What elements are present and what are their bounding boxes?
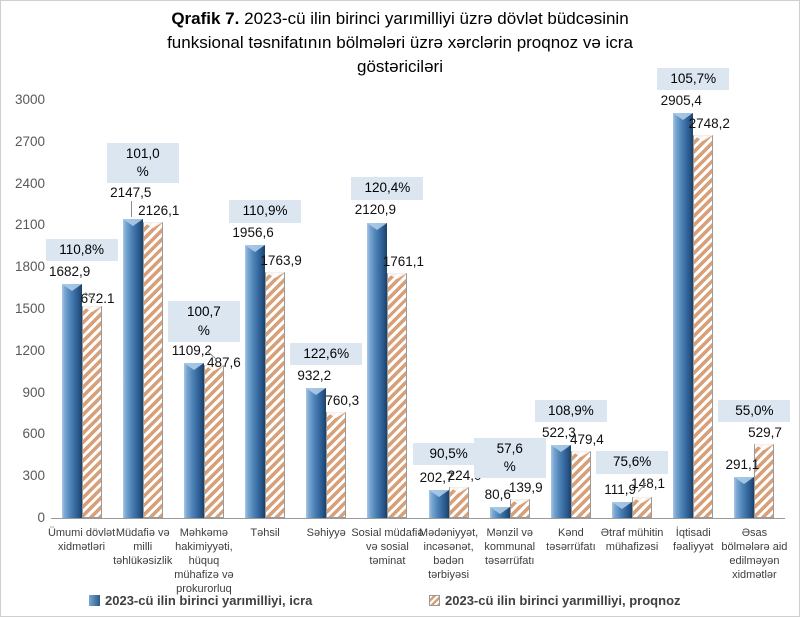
- icra-value-label: 111,9: [604, 482, 636, 498]
- percent-badge: 90,5%: [412, 442, 485, 465]
- category-label: Əsas bölmələrə aid edilməyən xidmətlər: [721, 527, 788, 582]
- proqnoz-bar: [632, 497, 653, 518]
- y-axis-tick: 2400: [14, 175, 45, 191]
- legend-label-icra: 2023-cü ilin birinci yarımilliyi, icra: [105, 592, 313, 608]
- legend-swatch-icra: [89, 594, 100, 606]
- proqnoz-value-label: 760,3: [325, 393, 360, 409]
- icra-bar: [489, 506, 510, 518]
- proqnoz-value-label: 2126,1: [138, 202, 180, 218]
- category-label: Müdafiə və milli təhlükəsizlik: [113, 527, 173, 568]
- icra-value-label: 932,2: [297, 368, 332, 384]
- percent-badge: 55,0%: [718, 400, 791, 423]
- proqnoz-bar: [509, 498, 530, 518]
- proqnoz-value-label: 529,7: [748, 425, 782, 441]
- proqnoz-value-label: 1761,1: [382, 253, 425, 269]
- icra-bar: [183, 363, 204, 518]
- y-axis-tick: 1200: [14, 342, 45, 358]
- icra-value-label: 2905,4: [660, 93, 702, 109]
- icra-bar: [550, 445, 571, 518]
- category-label: Məhkəmə hakimiyyəti, hüquq mühafizə və p…: [174, 527, 234, 596]
- icra-value-label: 2120,9: [354, 202, 397, 218]
- proqnoz-value-label: 672.1: [80, 291, 115, 307]
- y-axis-tick: 2100: [14, 217, 45, 233]
- y-axis-tick: 1500: [14, 301, 45, 316]
- icra-value-label: 2147,5: [110, 184, 152, 200]
- percent-badge: 105,7%: [657, 68, 730, 91]
- icra-bar: [306, 388, 327, 518]
- legend-item-proqnoz: 2023-cü ilin birinci yarımilliyi, proqno…: [429, 592, 681, 608]
- category-label: Təhsil: [250, 527, 280, 539]
- icra-bar: [734, 477, 755, 518]
- plot-area: 1682,9 672.1 110,8% 2147,5 2126,1 101,0 % 1109…: [45, 68, 791, 519]
- category-label: Sosial müdafiə və sosial təminat: [351, 527, 424, 568]
- proqnoz-bar: [265, 272, 286, 518]
- icra-value-label: 522,3: [542, 425, 576, 441]
- proqnoz-bar: [81, 306, 102, 518]
- percent-badge: 108,9%: [534, 400, 607, 423]
- percent-badge: 110,8%: [45, 238, 118, 261]
- proqnoz-bar: [326, 412, 347, 518]
- percent-badge: 75,6%: [596, 451, 669, 474]
- icra-value-label: 1109,2: [171, 343, 213, 359]
- proqnoz-value-label: 2748,2: [688, 116, 730, 132]
- percent-badge: 122,6%: [290, 343, 363, 366]
- legend-item-icra: 2023-cü ilin birinci yarımilliyi, icra: [89, 592, 312, 608]
- icra-bar: [428, 489, 449, 518]
- percent-badge: 57,6 %: [473, 437, 546, 478]
- proqnoz-bar: [693, 135, 714, 518]
- proqnoz-value-label: 479,4: [570, 432, 604, 448]
- proqnoz-bar: [142, 221, 163, 518]
- y-axis-tick: 3000: [14, 92, 45, 107]
- chart-title-line1: Qrafik 7. 2023-cü ilin birinci yarımilli…: [171, 9, 629, 28]
- proqnoz-bar: [570, 451, 591, 518]
- category-label: Mənzil və kommunal təsərrüfatı: [484, 527, 536, 568]
- label-leader-line: [130, 200, 132, 217]
- category-label: Mədəniyyət, incəsənət, bədən tərbiyəsi: [418, 527, 479, 582]
- icra-bar: [367, 222, 388, 518]
- icra-bar: [61, 283, 82, 518]
- proqnoz-value-label: 139,9: [508, 479, 543, 495]
- percent-badge: 101,0 %: [106, 142, 179, 184]
- icra-bar: [245, 245, 266, 518]
- legend-label-proqnoz: 2023-cü ilin birinci yarımilliyi, proqno…: [445, 592, 681, 608]
- y-axis-tick: 2700: [14, 133, 45, 149]
- y-axis-tick: 300: [22, 468, 45, 484]
- chart-title-line3: göstəriciləri: [357, 57, 443, 77]
- category-label: Səhiyyə: [306, 527, 346, 539]
- percent-badge: 100,7 %: [167, 301, 240, 342]
- proqnoz-value-label: 1763,9: [260, 253, 302, 269]
- category-label: Ümumi dövlət xidmətləri: [47, 527, 116, 554]
- proqnoz-bar: [387, 272, 408, 518]
- chart-title-prefix: Qrafik 7.: [171, 9, 240, 28]
- icra-value-label: 291,1: [725, 457, 760, 473]
- icra-value-label: 80,6: [484, 486, 511, 502]
- legend-swatch-proqnoz: [429, 594, 440, 606]
- proqnoz-bar: [754, 444, 775, 518]
- y-axis-tick: 0: [37, 510, 45, 525]
- icra-value-label: 1956,6: [232, 225, 274, 241]
- y-axis-tick: 600: [22, 426, 45, 442]
- y-axis-tick: 1800: [14, 259, 45, 275]
- icra-value-label: 1682,9: [48, 263, 91, 279]
- proqnoz-bar: [203, 364, 224, 518]
- icra-value-label: 202,7: [419, 469, 454, 485]
- y-axis-tick: 900: [22, 384, 45, 400]
- chart-title-line2: funksional təsnifatının bölmələri üzrə x…: [167, 33, 633, 53]
- proqnoz-value-label: 148,1: [631, 476, 665, 492]
- category-label: Ətraf mühitin mühafizəsi: [600, 527, 664, 554]
- proqnoz-bar: [448, 486, 469, 518]
- chart-title: Qrafik 7. 2023-cü ilin birinci yarımilli…: [1, 7, 799, 79]
- proqnoz-value-label: 224,0: [447, 467, 482, 483]
- percent-badge: 120,4%: [351, 177, 424, 200]
- percent-badge: 110,9%: [229, 200, 302, 223]
- icra-bar: [673, 113, 694, 518]
- category-label: Kənd təsərrüfatı: [546, 527, 596, 554]
- category-label: İqtisadi fəaliyyət: [673, 527, 714, 554]
- icra-bar: [122, 218, 143, 518]
- icra-bar: [612, 502, 633, 518]
